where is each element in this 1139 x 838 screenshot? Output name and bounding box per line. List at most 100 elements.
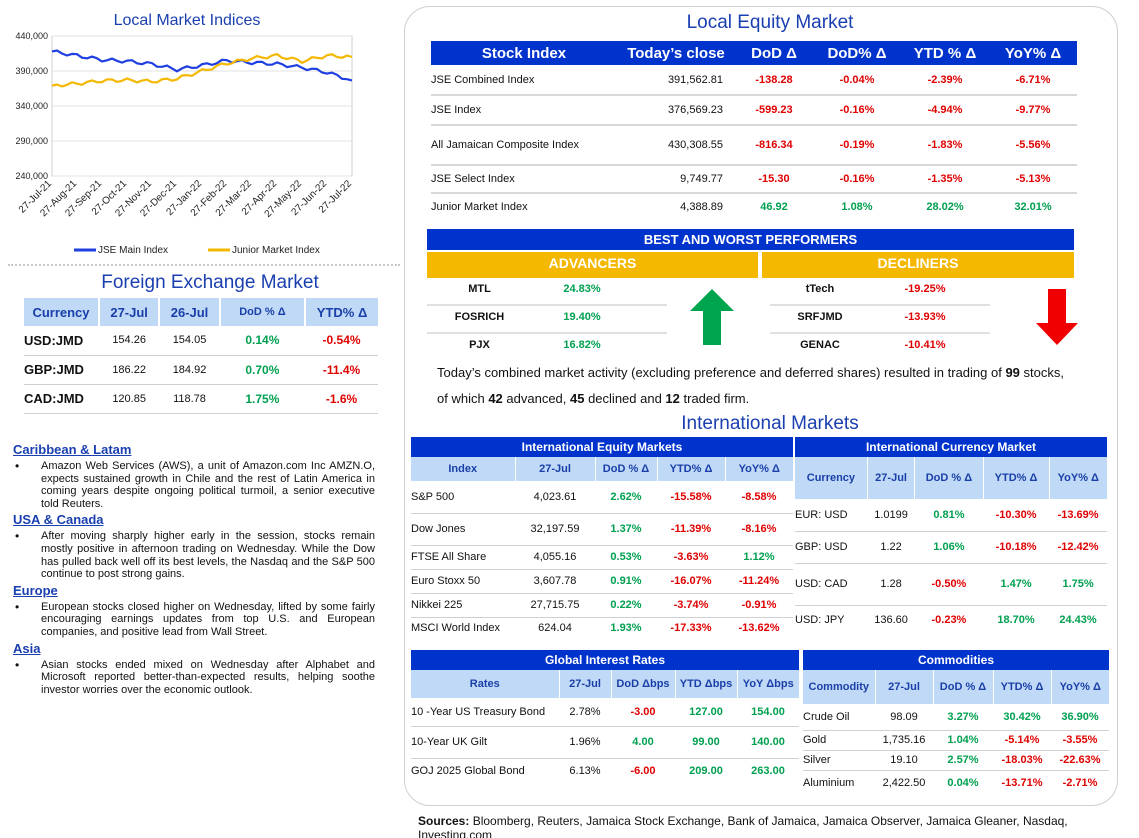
decliner-pct: -13.93% (904, 311, 946, 323)
sources: Sources: Bloomberg, Reuters, Jamaica Sto… (418, 814, 1118, 838)
eq-close: 4,388.89 (680, 200, 723, 213)
rates-header: 27-Jul (558, 670, 611, 698)
eq-yoy: 32.01% (1014, 200, 1052, 213)
fx-row: GBP:JMD 186.22 184.92 0.70% -11.4% (24, 355, 378, 384)
eq-dod: -138.28 (755, 73, 793, 86)
equity-ytd: -16.07% (670, 575, 712, 587)
fx-table: Currency 27-Jul 26-Jul DoD % Δ YTD% Δ US… (24, 298, 378, 414)
commodities-name: Aluminium (803, 777, 855, 790)
commodities-ytd: 30.42% (1003, 710, 1041, 723)
rates-value: 1.96% (569, 736, 601, 748)
equity-ytd: -15.58% (670, 490, 712, 503)
rates-header: YoY Δbps (736, 670, 799, 698)
rates-ytd: 209.00 (689, 765, 723, 778)
eq-ytd: -4.94% (927, 104, 963, 116)
eq-index-name: JSE Index (431, 104, 482, 116)
summary-text: declined and (584, 391, 666, 406)
equity-header: Index (411, 457, 515, 481)
commodities-value: 2,422.50 (882, 777, 926, 790)
equity-yoy: -11.24% (738, 575, 780, 587)
y-tick-label: 340,000 (15, 101, 48, 111)
eq-index-name: JSE Select Index (431, 173, 515, 185)
equity-name: Euro Stoxx 50 (411, 575, 481, 587)
fx-row: CAD:JMD 120.85 118.78 1.75% -1.6% (24, 384, 378, 413)
currency-name: USD: CAD (795, 578, 848, 590)
equity-row: FTSE All Share 4,055.16 0.53% -3.63% 1.12% (411, 545, 793, 569)
decliner-row: SRFJMD -13.93% (770, 308, 990, 334)
currency-dod: -0.50% (931, 578, 967, 590)
currency-dod: -0.23% (931, 614, 967, 627)
eq-yoy: -6.71% (1015, 73, 1051, 86)
rates-value: 6.13% (569, 765, 601, 778)
commodities-row: Silver 19.10 2.57% -18.03% -22.63% (803, 750, 1109, 770)
equity-yoy: -8.16% (741, 523, 777, 535)
commodities-name: Crude Oil (803, 710, 850, 723)
equity-header: 27-Jul (514, 457, 595, 481)
equity-yoy: 1.12% (743, 551, 775, 563)
advancer-pct: 19.40% (563, 311, 601, 323)
advancer-pct: 16.82% (563, 339, 601, 351)
equity-title: International Equity Markets (411, 437, 793, 457)
currency-ytd: -10.30% (995, 508, 1037, 521)
currency-name: EUR: USD (795, 508, 848, 521)
equity-title-row: International Equity Markets (411, 437, 793, 457)
commodities-dod: 1.04% (947, 734, 979, 746)
currency-header: 27-Jul (866, 457, 915, 499)
fx-header: 27-Jul (97, 298, 160, 326)
equity-yoy: -0.91% (741, 599, 777, 611)
eq-index-name: All Jamaican Composite Index (431, 139, 579, 151)
commodities-value: 1,735.16 (882, 734, 926, 746)
currency-row: USD: CAD 1.28 -0.50% 1.47% 1.75% (795, 563, 1107, 605)
equity-header: DoD % Δ (594, 457, 657, 481)
equity-dod: 0.53% (610, 551, 642, 563)
market-summary: Today’s combined market activity (exclud… (437, 360, 1077, 412)
rates-title-row: Global Interest Rates (411, 650, 799, 670)
commodities-ytd: -13.71% (1001, 777, 1043, 790)
sources-text: Bloomberg, Reuters, Jamaica Stock Exchan… (418, 814, 1068, 838)
currency-header: DoD % Δ (914, 457, 983, 499)
eq-header: Today’s close (617, 41, 735, 65)
rates-yoy: 154.00 (751, 705, 785, 718)
local-equity-table: Stock Index Today’s close DoD Δ DoD% Δ Y… (431, 41, 1077, 219)
equity-dod: 0.22% (610, 599, 642, 611)
commodities-yoy: -22.63% (1059, 754, 1101, 766)
eq-yoy: -5.13% (1015, 173, 1051, 185)
fx-header: Currency (24, 298, 99, 326)
eq-dodp: -0.04% (839, 73, 875, 86)
currency-header: YTD% Δ (982, 457, 1050, 499)
eq-header: YoY% Δ (989, 41, 1077, 65)
rates-header: DoD Δbps (610, 670, 675, 698)
currency-ytd: 1.47% (1000, 578, 1032, 590)
equity-value: 624.04 (538, 622, 572, 635)
news-region-heading: Europe (13, 582, 58, 598)
eq-dod: -599.23 (755, 104, 793, 116)
currency-header: Currency (795, 457, 868, 499)
rates-title: Global Interest Rates (411, 650, 799, 670)
equity-name: S&P 500 (411, 490, 455, 503)
news-region-heading: USA & Canada (13, 512, 104, 528)
performers-title: BEST AND WORST PERFORMERS (427, 229, 1074, 250)
commodities-title: Commodities (803, 650, 1109, 670)
series-line-junior (51, 52, 353, 88)
intl-currency-table: International Currency Market Currency 27-… (795, 437, 1107, 635)
eq-close: 9,749.77 (680, 173, 723, 185)
equity-name: Dow Jones (411, 523, 466, 535)
fx-rate-prev: 154.05 (172, 334, 207, 347)
legend-label: JSE Main Index (98, 245, 168, 256)
eq-dodp: -0.19% (839, 139, 875, 151)
currency-name: USD: JPY (795, 614, 845, 627)
currency-row: USD: JPY 136.60 -0.23% 18.70% 24.43% (795, 605, 1107, 635)
series-line-jse-main (51, 49, 353, 82)
advancer-ticker: FOSRICH (454, 311, 505, 323)
fx-rate-today: 154.26 (112, 334, 146, 347)
equity-name: FTSE All Share (411, 551, 487, 563)
decliner-ticker: GENAC (800, 339, 840, 351)
news-region-heading: Caribbean & Latam (13, 442, 132, 457)
decliner-ticker: tTech (805, 283, 835, 295)
eq-dod: 46.92 (760, 200, 788, 213)
traded-count: 99 (1005, 365, 1020, 380)
currency-dod: 0.81% (933, 508, 965, 521)
commodities-yoy: -3.55% (1062, 734, 1098, 746)
rates-name: 10-Year UK Gilt (411, 736, 488, 748)
commodities-dod: 0.04% (947, 777, 979, 790)
